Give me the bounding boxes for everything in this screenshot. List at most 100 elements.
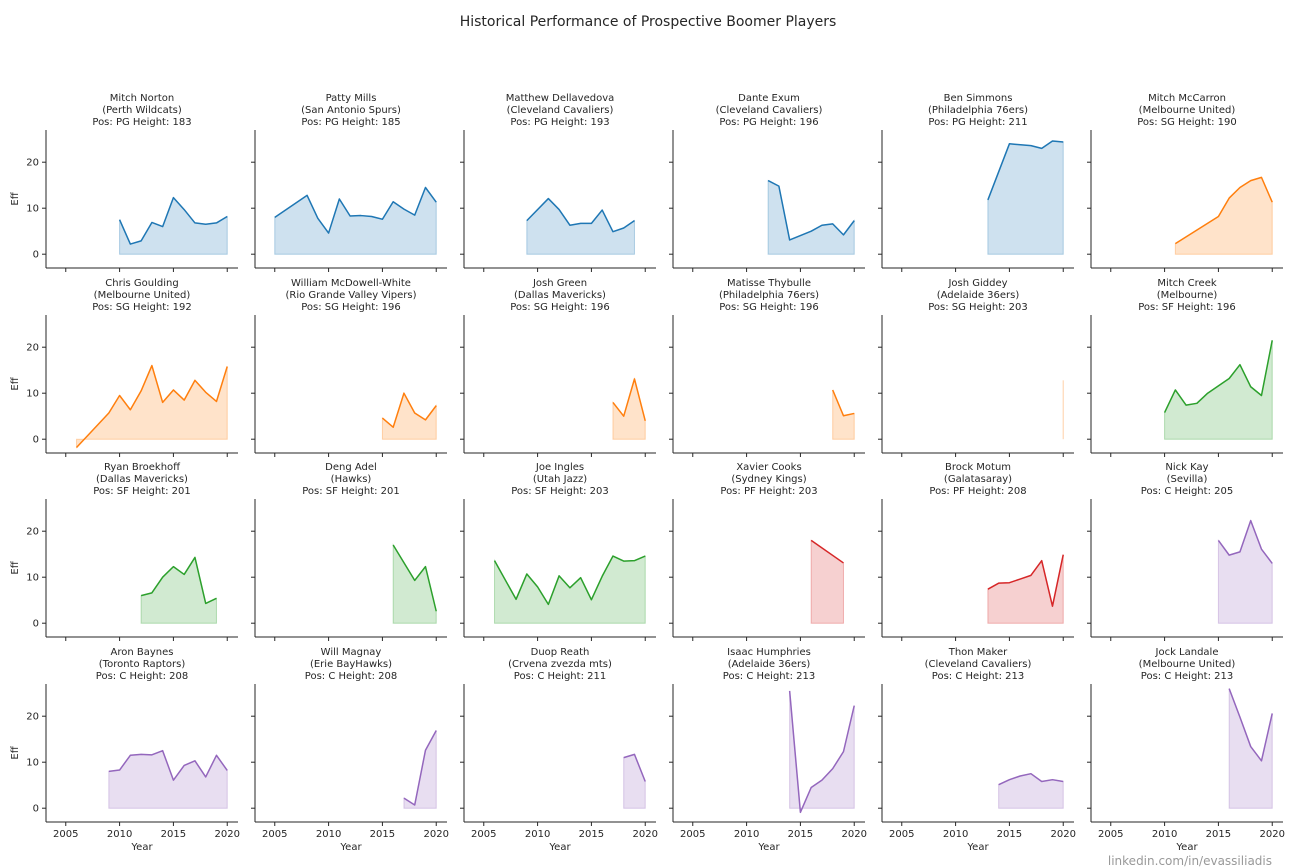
y-tick-label: 0 bbox=[33, 435, 39, 446]
data-point-2015 bbox=[1008, 582, 1010, 584]
panel-title-name: Mitch Norton bbox=[110, 93, 174, 104]
data-point-2016 bbox=[601, 575, 603, 577]
data-point-2016 bbox=[183, 573, 185, 575]
data-point-2013 bbox=[778, 185, 780, 187]
panel-title-team: (Cleveland Cavaliers) bbox=[716, 105, 823, 116]
data-point-2019 bbox=[424, 749, 426, 751]
data-point-2011 bbox=[547, 198, 549, 200]
panel-1: Mitch Norton(Perth Wildcats)Pos: PG Heig… bbox=[10, 93, 238, 272]
data-point-2014 bbox=[789, 239, 791, 241]
panel-19: Aron Baynes(Toronto Raptors)Pos: C Heigh… bbox=[10, 647, 240, 853]
data-point-2017 bbox=[403, 797, 405, 799]
data-point-2009 bbox=[317, 217, 319, 219]
panel-title-info: Pos: PG Height: 183 bbox=[92, 117, 191, 128]
panel-title-info: Pos: C Height: 213 bbox=[1141, 671, 1233, 682]
data-point-2020 bbox=[226, 366, 228, 368]
panel-title-info: Pos: C Height: 213 bbox=[723, 671, 815, 682]
series-line bbox=[1217, 519, 1273, 564]
panel-title-name: Matthew Dellavedova bbox=[506, 93, 615, 104]
data-point-2015 bbox=[1008, 779, 1010, 781]
panel-title-name: Jock Landale bbox=[1155, 647, 1219, 658]
panel-12: Mitch Creek(Melbourne)Pos: SF Height: 19… bbox=[1087, 278, 1283, 457]
panel-22: Isaac Humphries(Adelaide 36ers)Pos: C He… bbox=[669, 647, 867, 853]
data-point-2014 bbox=[580, 222, 582, 224]
panel-11: Josh Giddey(Adelaide 36ers)Pos: SG Heigh… bbox=[878, 278, 1074, 457]
panel-title-name: Patty Mills bbox=[326, 93, 377, 104]
panel-title-team: (Sydney Kings) bbox=[731, 474, 806, 485]
data-point-2011 bbox=[129, 754, 131, 756]
panel-title-info: Pos: SF Height: 203 bbox=[511, 486, 609, 497]
data-point-2018 bbox=[832, 223, 834, 225]
y-axis-label: Eff bbox=[10, 560, 21, 574]
panel-title-name: Mitch Creek bbox=[1157, 278, 1217, 289]
y-tick-label: 20 bbox=[26, 343, 39, 354]
panel-20: Will Magnay(Erie BayHawks)Pos: C Height:… bbox=[251, 647, 449, 853]
data-point-2013 bbox=[151, 365, 153, 367]
data-point-2016 bbox=[1228, 377, 1230, 379]
series-line bbox=[75, 364, 228, 448]
data-point-2014 bbox=[162, 226, 164, 228]
panel-title-team: (Utah Jazz) bbox=[533, 474, 587, 485]
panel-title-name: Will Magnay bbox=[321, 647, 382, 658]
data-point-2013 bbox=[1196, 402, 1198, 404]
y-tick-label: 20 bbox=[26, 158, 39, 169]
x-axis-label: Year bbox=[548, 842, 571, 853]
series-line bbox=[1163, 340, 1273, 413]
data-point-2019 bbox=[842, 234, 844, 236]
panel-23: Thon Maker(Cleveland Cavaliers)Pos: C He… bbox=[878, 647, 1076, 853]
data-point-2020 bbox=[1062, 781, 1064, 783]
data-point-2010 bbox=[119, 769, 121, 771]
series-line bbox=[1174, 176, 1273, 245]
data-point-2016 bbox=[1228, 197, 1230, 199]
data-point-2018 bbox=[1041, 560, 1043, 562]
data-point-2016 bbox=[183, 764, 185, 766]
data-point-2017 bbox=[1030, 145, 1032, 147]
data-point-2019 bbox=[633, 560, 635, 562]
data-point-2016 bbox=[392, 426, 394, 428]
data-point-2017 bbox=[1239, 364, 1241, 366]
data-point-2020 bbox=[1271, 562, 1273, 564]
data-point-2019 bbox=[215, 597, 217, 599]
x-axis-label: Year bbox=[966, 842, 989, 853]
x-tick-label: 2005 bbox=[53, 829, 78, 840]
x-tick-label: 2015 bbox=[788, 829, 813, 840]
data-point-2016 bbox=[1019, 775, 1021, 777]
data-point-2019 bbox=[1260, 548, 1262, 550]
data-point-2019 bbox=[633, 753, 635, 755]
data-point-2010 bbox=[119, 395, 121, 397]
data-point-2017 bbox=[194, 379, 196, 381]
y-axis-label: Eff bbox=[10, 745, 21, 759]
panel-title-team: (Adelaide 36ers) bbox=[937, 290, 1020, 301]
series-line bbox=[403, 730, 437, 806]
figure-title: Historical Performance of Prospective Bo… bbox=[459, 14, 837, 30]
panel-title-name: Thon Maker bbox=[948, 647, 1008, 658]
series-line bbox=[493, 555, 646, 606]
panel-title-name: Josh Giddey bbox=[947, 278, 1007, 289]
series-line bbox=[140, 556, 217, 605]
data-point-2012 bbox=[1185, 404, 1187, 406]
data-point-2014 bbox=[789, 690, 791, 692]
y-tick-label: 10 bbox=[26, 573, 39, 584]
x-tick-label: 2015 bbox=[997, 829, 1022, 840]
data-point-2018 bbox=[1041, 147, 1043, 149]
panel-title-team: (Galatasaray) bbox=[944, 474, 1012, 485]
data-point-2017 bbox=[612, 231, 614, 233]
data-point-2016 bbox=[810, 230, 812, 232]
panel-6: Mitch McCarron(Melbourne United)Pos: SG … bbox=[1087, 93, 1283, 272]
panel-17: Brock Motum(Galatasaray)Pos: PF Height: … bbox=[878, 462, 1074, 641]
series-line bbox=[623, 753, 646, 782]
panel-title-name: Deng Adel bbox=[325, 462, 377, 473]
panel-title-name: Josh Green bbox=[532, 278, 587, 289]
data-point-2019 bbox=[1260, 176, 1262, 178]
data-point-2015 bbox=[381, 417, 383, 419]
panel-title-team: (Melbourne) bbox=[1157, 290, 1218, 301]
data-point-2010 bbox=[1164, 412, 1166, 414]
data-point-2015 bbox=[1008, 143, 1010, 145]
panel-title-name: Aron Baynes bbox=[111, 647, 174, 658]
series-area bbox=[810, 539, 844, 624]
data-point-2020 bbox=[435, 729, 437, 731]
series-line bbox=[1228, 688, 1273, 762]
data-point-2017 bbox=[403, 392, 405, 394]
data-point-2018 bbox=[832, 389, 834, 391]
